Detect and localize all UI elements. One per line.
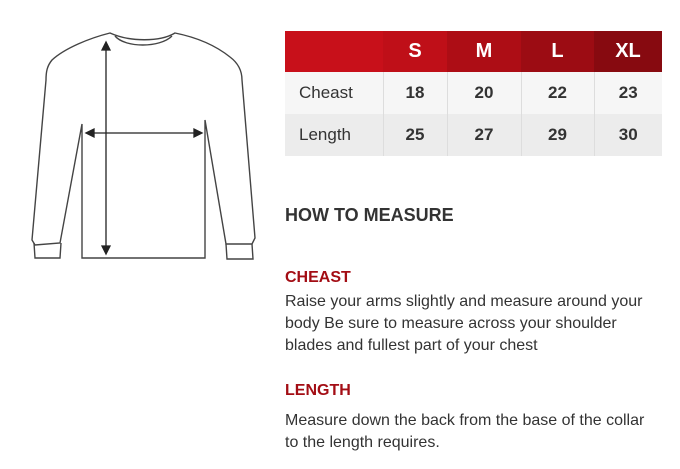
cell: 29 [521,114,595,156]
length-arrow [100,40,112,256]
table-header-row: S M L XL [285,31,662,72]
cell: 22 [521,72,595,114]
cell: 25 [383,114,448,156]
cell: 30 [594,114,662,156]
row-label: Cheast [285,72,384,114]
size-chart-table: S M L XL Cheast 18 20 22 23 Length 25 27… [285,31,662,156]
header-blank [285,31,383,72]
header-size-xl: XL [594,31,662,72]
chest-arrow [84,127,204,139]
cell: 27 [447,114,522,156]
header-size-l: L [521,31,594,72]
section-text-chest: Raise your arms slightly and measure aro… [285,293,643,354]
cell: 23 [594,72,662,114]
section-text-length: Measure down the back from the base of t… [285,412,645,451]
section-heading-length: LENGTH [285,382,351,399]
cell: 20 [447,72,522,114]
cell: 18 [383,72,448,114]
guide-title: HOW TO MEASURE [285,205,454,225]
table-row: Cheast 18 20 22 23 [285,72,662,114]
table-row: Length 25 27 29 30 [285,114,662,156]
section-heading-chest: CHEAST [285,269,351,286]
header-size-m: M [447,31,521,72]
row-label: Length [285,114,384,156]
header-size-s: S [383,31,447,72]
long-sleeve-shirt-outline-icon [31,32,256,260]
